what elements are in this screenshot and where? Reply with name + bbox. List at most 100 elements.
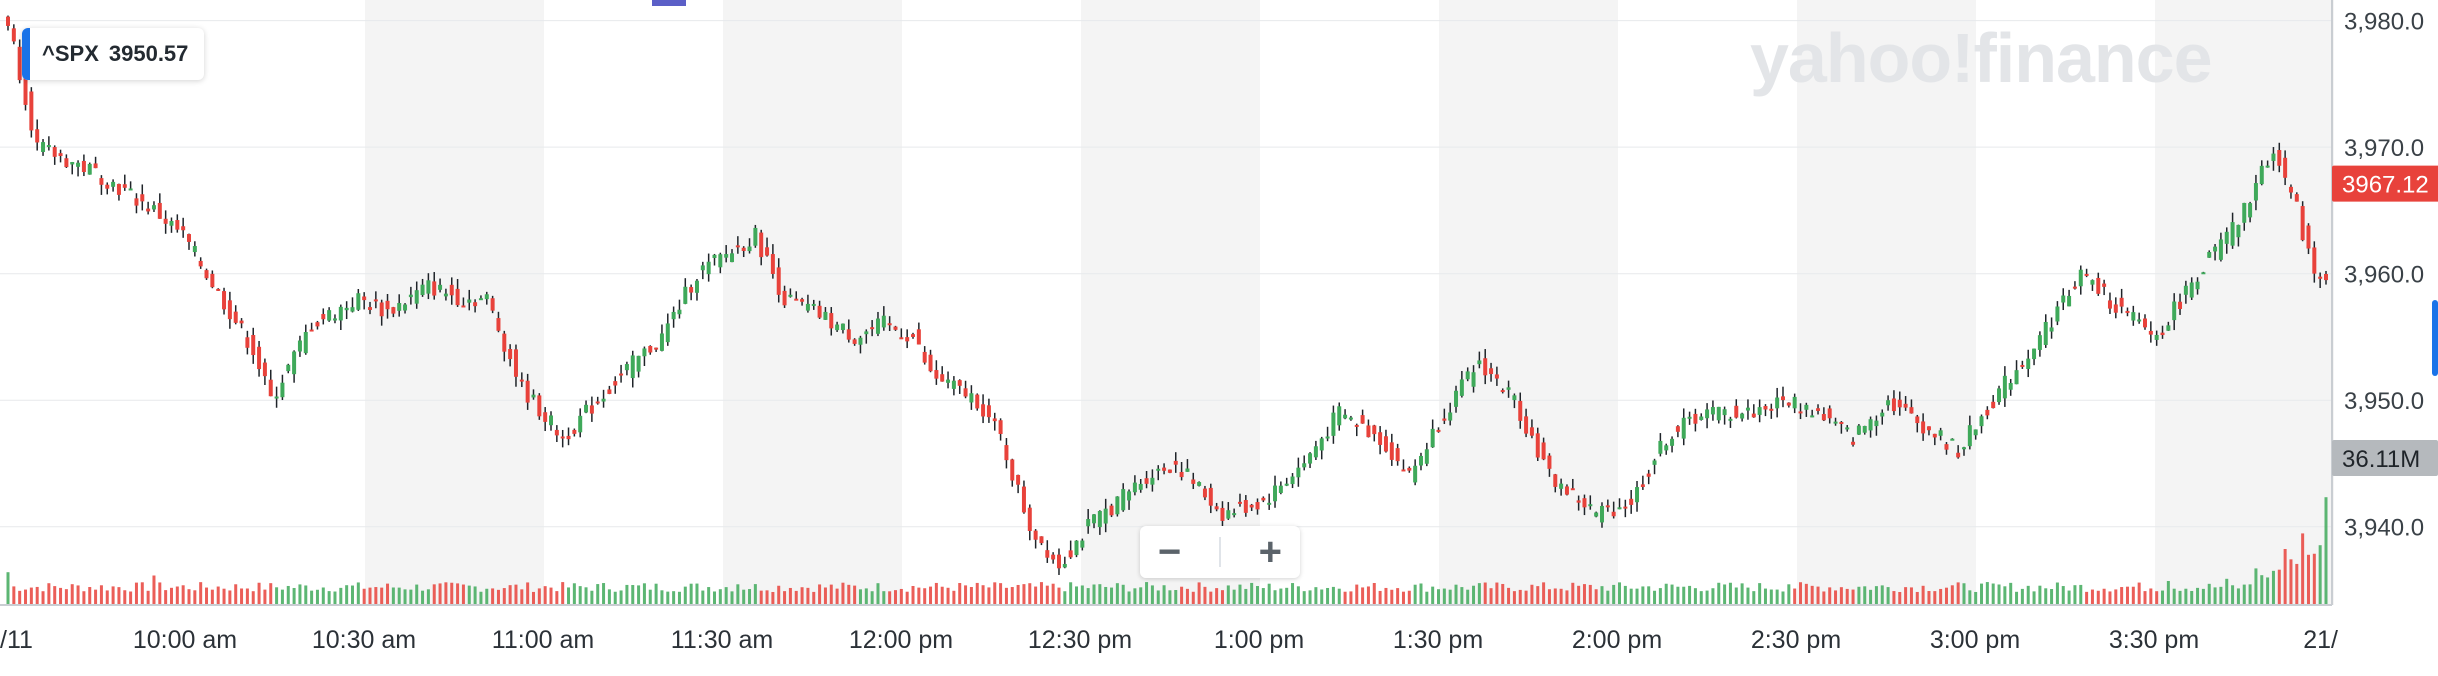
volume-bar xyxy=(677,591,681,604)
time-band xyxy=(2155,0,2334,605)
volume-bar xyxy=(1834,590,1838,604)
volume-bar xyxy=(660,590,664,604)
candle-body xyxy=(1331,412,1336,436)
candle-body xyxy=(969,393,974,403)
candle-body xyxy=(543,412,548,422)
volume-bar xyxy=(911,585,915,604)
volume-bar xyxy=(269,583,273,604)
zoom-in-button[interactable]: + xyxy=(1258,530,1282,574)
volume-bar xyxy=(2248,584,2252,604)
volume-bar xyxy=(1401,591,1405,604)
volume-bar xyxy=(339,587,343,604)
volume-bar xyxy=(2161,590,2165,604)
candle-body xyxy=(537,395,542,417)
volume-bar xyxy=(2003,586,2007,604)
volume-bar xyxy=(771,591,775,604)
volume-bar xyxy=(111,586,115,604)
candle-body xyxy=(1191,479,1196,484)
volume-bar xyxy=(1880,585,1884,604)
candle-body xyxy=(222,291,227,310)
volume-bar xyxy=(1752,591,1756,604)
candle-body xyxy=(549,415,554,426)
candle-body xyxy=(1932,433,1937,438)
volume-bar xyxy=(946,587,950,604)
volume-bar xyxy=(1874,586,1878,604)
x-tick-label: 10:30 am xyxy=(312,626,416,654)
volume-bar xyxy=(1010,587,1014,604)
volume-bar xyxy=(1069,582,1073,604)
candle-body xyxy=(946,379,951,383)
volume-bar xyxy=(2149,588,2153,604)
candle-body xyxy=(1827,408,1832,419)
volume-bar xyxy=(1285,587,1289,604)
scroll-handle[interactable] xyxy=(2432,300,2438,376)
volume-bar xyxy=(1512,591,1516,604)
volume-bar xyxy=(2277,569,2281,604)
volume-bar xyxy=(2067,590,2071,604)
volume-bar xyxy=(47,583,51,604)
volume-bar xyxy=(1244,588,1248,604)
candle-body xyxy=(2312,247,2317,274)
volume-bar xyxy=(701,590,705,604)
volume-bar xyxy=(380,587,384,604)
candle-body xyxy=(216,288,221,291)
candle-body xyxy=(496,318,501,331)
candle-body xyxy=(1132,482,1137,493)
candle-body xyxy=(2178,301,2183,310)
volume-bar xyxy=(362,588,366,604)
volume-bar xyxy=(847,584,851,604)
volume-bar xyxy=(1425,591,1429,604)
candle-body xyxy=(1763,406,1768,410)
volume-bar xyxy=(1273,590,1277,604)
candle-body xyxy=(735,245,740,248)
volume-bar xyxy=(1816,586,1820,604)
volume-bar xyxy=(473,586,477,604)
candle-body xyxy=(1074,540,1079,556)
candle-body xyxy=(1401,469,1406,472)
candle-body xyxy=(782,290,787,306)
volume-bar xyxy=(578,586,582,604)
zoom-out-button[interactable]: − xyxy=(1158,530,1182,574)
volume-bar xyxy=(1577,585,1581,604)
volume-bar xyxy=(1080,585,1084,604)
x-tick-label: 3:30 pm xyxy=(2109,626,2199,654)
candle-body xyxy=(1874,420,1879,427)
volume-bar xyxy=(1909,587,1913,604)
volume-bar xyxy=(1156,590,1160,604)
volume-bar xyxy=(1635,588,1639,604)
candle-body xyxy=(870,327,875,330)
candle-body xyxy=(105,184,110,189)
y-tick-label: 3,980.0 xyxy=(2344,9,2424,36)
candle-body xyxy=(128,188,133,191)
candle-body xyxy=(911,334,916,337)
candle-body xyxy=(1220,507,1225,521)
candle-body xyxy=(1062,563,1067,568)
volume-bar xyxy=(350,585,354,604)
candle-body xyxy=(1856,425,1861,435)
volume-bar xyxy=(1185,588,1189,604)
volume-bar xyxy=(1483,582,1487,604)
candle-body xyxy=(332,318,337,321)
candle-body xyxy=(1115,496,1120,515)
volume-bar xyxy=(1915,591,1919,604)
candle-body xyxy=(1693,413,1698,424)
volume-bar xyxy=(1115,583,1119,604)
candle-body xyxy=(1833,421,1838,424)
candle-body xyxy=(1804,404,1809,410)
volume-bar xyxy=(1004,587,1008,604)
candle-body xyxy=(2107,300,2112,309)
candle-body xyxy=(1991,401,1996,409)
candle-body xyxy=(111,181,116,187)
volume-bar xyxy=(1518,589,1522,604)
x-tick-label: 10:00 am xyxy=(133,626,237,654)
volume-bar xyxy=(1793,588,1797,604)
candle-body xyxy=(414,290,419,304)
volume-bar xyxy=(2102,588,2106,604)
candle-body xyxy=(1418,455,1423,466)
volume-bar xyxy=(1658,588,1662,604)
candle-body xyxy=(1967,425,1972,447)
volume-bar xyxy=(491,588,495,604)
candle-body xyxy=(1570,488,1575,491)
